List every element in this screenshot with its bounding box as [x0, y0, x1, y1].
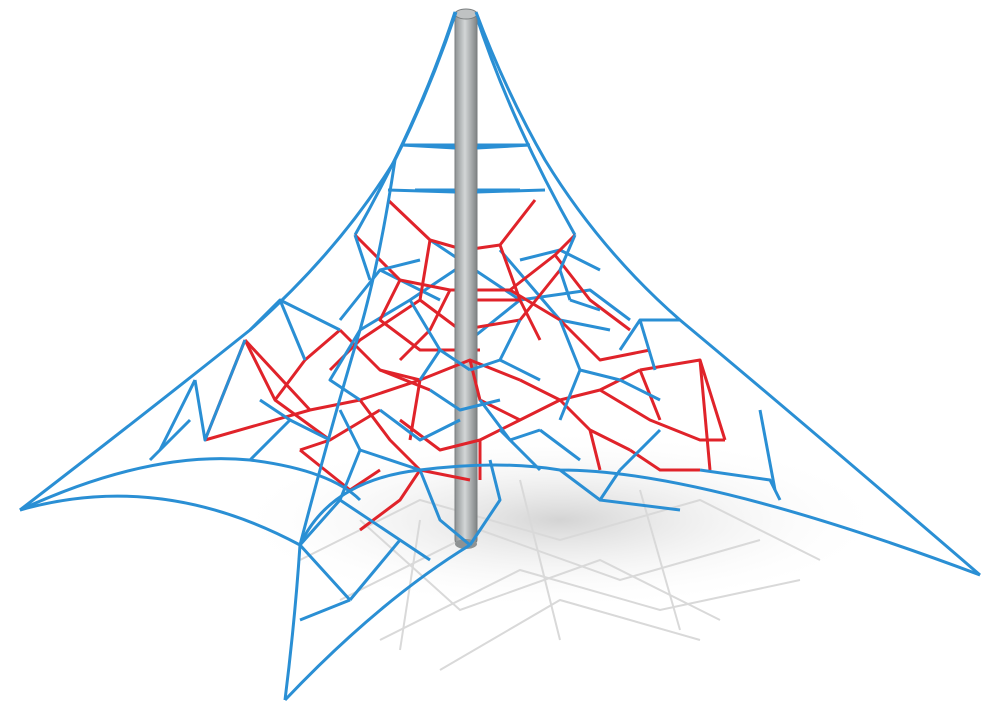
ground-shadow — [230, 430, 890, 671]
center-pole — [454, 8, 478, 549]
blue-net-front — [19, 11, 981, 702]
red-net-back — [328, 198, 651, 372]
